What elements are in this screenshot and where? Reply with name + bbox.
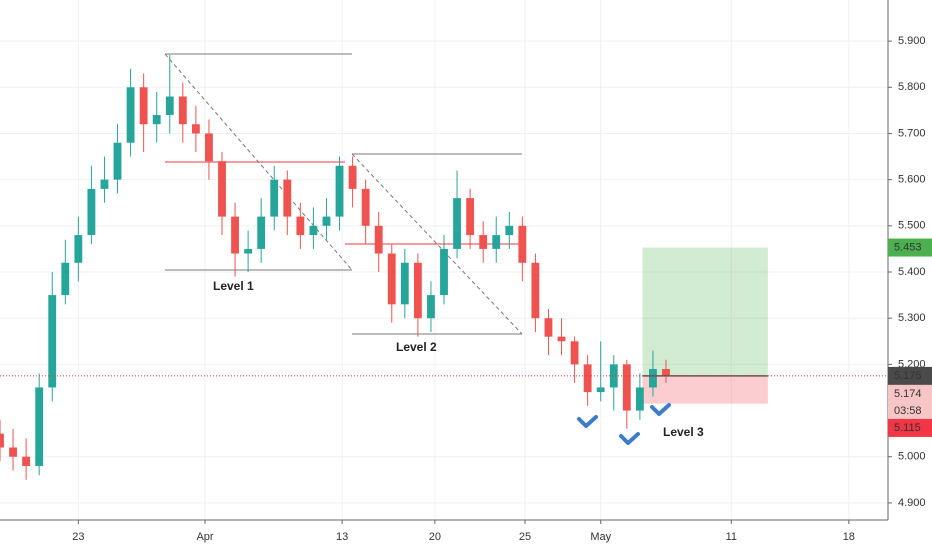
- x-tick-label: 20: [429, 531, 441, 543]
- candle-body: [544, 318, 553, 337]
- candle-body: [22, 456, 31, 466]
- y-tick-label: 5.800: [898, 81, 926, 93]
- candle-body: [165, 96, 174, 115]
- check-marks: [577, 403, 671, 445]
- candle-body: [635, 387, 644, 411]
- price-label-box: [888, 238, 932, 257]
- candle-body: [244, 248, 253, 254]
- candle-body: [152, 114, 161, 125]
- price-label-box: [888, 418, 932, 437]
- candles: [0, 54, 888, 480]
- candle-body: [270, 179, 279, 217]
- check-mark: [619, 432, 640, 445]
- y-tick-label: 5.400: [898, 266, 926, 278]
- annotation: Level 3: [663, 425, 704, 439]
- candle-body: [0, 433, 4, 448]
- candle-body: [453, 198, 461, 249]
- y-tick-label: 5.900: [898, 35, 926, 47]
- x-tick-label: Apr: [196, 531, 213, 543]
- candle-body: [348, 165, 357, 189]
- y-tick-label: 4.900: [898, 497, 926, 509]
- candle-body: [387, 253, 396, 305]
- countdown-box: [888, 402, 932, 419]
- y-tick-label: 5.600: [898, 174, 926, 186]
- candle-body: [87, 188, 96, 236]
- candle-body: [178, 96, 187, 125]
- x-tick-label: May: [590, 531, 611, 543]
- candle-body: [100, 179, 109, 189]
- y-tick-label: 5.700: [898, 127, 926, 139]
- x-tick-label: 25: [519, 531, 531, 543]
- x-tick-label: 23: [72, 531, 84, 543]
- y-tick-label: 5.500: [898, 220, 926, 232]
- price-label: 5.175: [894, 370, 922, 382]
- price-label: 5.115: [894, 422, 921, 434]
- candle-body: [48, 295, 57, 388]
- candle-body: [296, 216, 305, 236]
- candle-body: [218, 161, 226, 217]
- candle-body: [257, 216, 266, 249]
- candle-body: [61, 262, 70, 296]
- candle-body: [335, 165, 344, 217]
- candle-body: [662, 368, 670, 376]
- candle-body: [9, 447, 17, 457]
- candle-body: [191, 124, 200, 134]
- candle-body: [374, 225, 383, 254]
- candle-body: [309, 225, 318, 236]
- candle-body: [518, 225, 527, 263]
- x-tick-label: 11: [726, 531, 737, 543]
- annotation: Level 2: [396, 340, 437, 354]
- candle-body: [74, 235, 83, 263]
- candle-body: [531, 262, 540, 319]
- position: [642, 247, 768, 404]
- axes: 4.9005.0005.2005.3005.4005.5005.6005.700…: [72, 35, 932, 543]
- trend-line: [351, 153, 523, 335]
- candle-body: [400, 262, 409, 305]
- y-tick-label: 5.000: [898, 451, 926, 463]
- candle-body: [440, 248, 448, 296]
- price-label: 5.174: [894, 388, 922, 400]
- x-tick-label: 18: [843, 531, 855, 543]
- candle-body: [231, 216, 239, 254]
- candle-body: [126, 87, 135, 143]
- annotation: Level 1: [213, 279, 254, 293]
- stop-zone: [642, 375, 768, 404]
- price-label-box: [888, 366, 932, 385]
- candle-body: [466, 198, 475, 236]
- candle-body: [283, 179, 292, 217]
- countdown: 03:58: [894, 405, 922, 417]
- candle-body: [413, 262, 422, 319]
- target-zone: [642, 247, 768, 376]
- candle-body: [557, 336, 566, 342]
- check-mark: [577, 415, 598, 428]
- candle-body: [35, 387, 44, 466]
- candle-body: [139, 87, 148, 125]
- check-mark: [650, 403, 671, 416]
- candle-body: [322, 216, 331, 226]
- trend-line: [164, 53, 353, 271]
- candle-body: [113, 142, 122, 180]
- candle-body: [427, 295, 435, 319]
- candle-body: [583, 364, 592, 393]
- candle-body: [361, 188, 370, 226]
- x-tick-label: 13: [336, 531, 348, 543]
- candle-body: [570, 341, 579, 365]
- candle-body: [622, 364, 631, 411]
- candle-body: [649, 368, 657, 388]
- price-label-box: [888, 384, 932, 403]
- candle-body: [609, 364, 618, 388]
- candle-body: [505, 225, 514, 236]
- candle-body: [492, 235, 501, 249]
- candle-body: [205, 133, 213, 162]
- candle-body: [596, 387, 605, 393]
- candle-body: [479, 235, 488, 249]
- y-tick-label: 5.300: [898, 312, 926, 324]
- price-label: 5.453: [894, 241, 922, 253]
